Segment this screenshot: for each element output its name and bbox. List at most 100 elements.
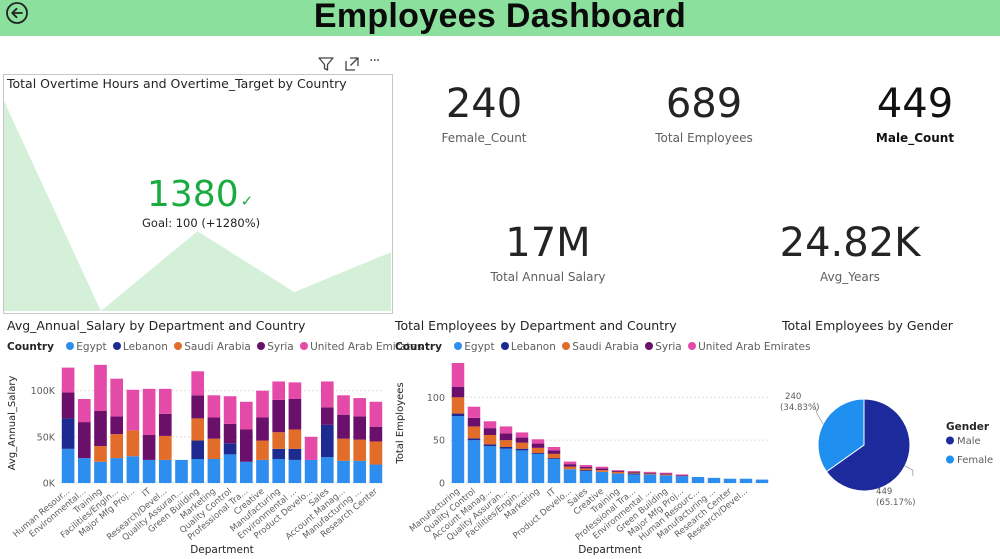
bar-segment	[483, 421, 497, 429]
bar-segment	[483, 446, 497, 483]
bar-segment	[595, 468, 609, 471]
bar-segment	[547, 447, 561, 451]
bar-segment	[595, 470, 609, 472]
legend-item-egypt[interactable]: Egypt	[451, 341, 495, 353]
bar-segment	[110, 458, 124, 483]
bar-segment	[451, 416, 465, 483]
legend-item-lebanon[interactable]: Lebanon	[498, 341, 556, 353]
bar-segment	[451, 363, 465, 387]
bar-segment	[272, 432, 286, 449]
male-count-label: Male_Count	[875, 131, 955, 145]
legend-item-syria[interactable]: Syria	[254, 341, 294, 353]
legend-item-egypt[interactable]: Egypt	[63, 341, 107, 353]
bar-segment	[675, 476, 689, 483]
bar-segment	[627, 471, 641, 473]
bar-segment	[207, 438, 221, 459]
legend-item-uae[interactable]: United Arab Emirates	[685, 341, 810, 353]
pie-data-label: (65.17%)	[876, 498, 915, 508]
bar-segment	[499, 448, 513, 483]
bar-segment	[288, 459, 302, 483]
y-tick-label: 0K	[43, 479, 56, 490]
y-tick-label: 0	[439, 479, 445, 490]
pie-data-label: (34.83%)	[780, 403, 819, 413]
more-options-icon[interactable]: ···	[369, 53, 380, 69]
y-tick-label: 50K	[37, 432, 56, 443]
page-title: Employees Dashboard	[313, 0, 687, 35]
bar-segment	[288, 399, 302, 430]
employees-chart-title: Total Employees by Department and Countr…	[395, 318, 677, 333]
bar-segment	[627, 471, 641, 472]
bar-segment	[515, 442, 529, 449]
bar-segment	[627, 473, 641, 475]
pie-legend-marker	[946, 436, 954, 445]
bar-segment	[353, 398, 367, 417]
y-axis-title: Avg_Annual_Salary	[7, 376, 18, 471]
bar-segment	[272, 381, 286, 400]
bar-segment	[579, 465, 593, 467]
total-annual-salary-value: 17M	[505, 220, 591, 266]
legend-item-uae[interactable]: United Arab Emirates	[297, 341, 422, 353]
legend-item-saudi-arabia[interactable]: Saudi Arabia	[171, 341, 251, 353]
bar-segment	[515, 432, 529, 438]
bar-segment	[158, 388, 172, 414]
bar-segment	[483, 444, 497, 447]
bar-segment	[353, 460, 367, 483]
bar-segment	[483, 435, 497, 445]
bar-segment	[467, 406, 481, 418]
legend-item-syria[interactable]: Syria	[642, 341, 682, 353]
bar-segment	[320, 457, 334, 483]
bar-segment	[126, 430, 140, 457]
bar-segment	[142, 435, 156, 460]
bar-segment	[207, 395, 221, 418]
y-tick-label: 100	[427, 393, 445, 404]
bar-segment	[579, 471, 593, 483]
bar-segment	[239, 401, 253, 430]
bar-segment	[337, 438, 350, 461]
bar-segment	[579, 466, 593, 469]
bar-segment	[337, 395, 350, 415]
legend-item-saudi-arabia[interactable]: Saudi Arabia	[559, 341, 639, 353]
bar-segment	[643, 473, 657, 475]
bar-segment	[739, 478, 753, 483]
bar-segment	[77, 458, 91, 483]
bar-segment	[158, 413, 172, 436]
bar-segment	[579, 470, 593, 471]
bar-segment	[239, 429, 253, 462]
overtime-chart-title: Total Overtime Hours and Overtime_Target…	[7, 76, 347, 91]
bar-segment	[643, 474, 657, 483]
overtime-visual[interactable]	[3, 74, 393, 314]
trend-area	[4, 101, 391, 311]
female-count-label: Female_Count	[441, 131, 527, 145]
bar-segment	[659, 472, 673, 474]
avg-years-value: 24.82K	[779, 220, 921, 266]
pie-legend-label: Male	[957, 436, 981, 447]
employees-chart-legend: Country Egypt Lebanon Saudi Arabia Syria…	[395, 341, 810, 353]
bar-segment	[288, 448, 302, 460]
y-tick-label: 100K	[31, 386, 56, 397]
bar-segment	[191, 395, 205, 419]
bar-segment	[611, 471, 625, 474]
bar-segment	[531, 447, 545, 453]
filter-icon[interactable]	[317, 55, 335, 73]
bar-segment	[207, 459, 221, 483]
bar-segment	[272, 459, 286, 483]
bar-segment	[353, 416, 367, 440]
x-axis-title: Department	[190, 544, 254, 556]
legend-key: Country	[395, 341, 442, 353]
bar-segment	[595, 471, 609, 483]
bar-segment	[223, 454, 237, 483]
focus-mode-icon[interactable]	[343, 55, 361, 73]
bar-segment	[337, 414, 350, 439]
bar-segment	[207, 417, 221, 439]
back-arrow-icon[interactable]	[5, 1, 29, 25]
bar-segment	[304, 436, 318, 460]
bar-segment	[272, 399, 286, 433]
legend-key: Country	[7, 341, 54, 353]
bar-segment	[142, 388, 156, 435]
bar-segment	[175, 459, 188, 483]
bar-segment	[579, 468, 593, 471]
bar-segment	[94, 446, 107, 462]
legend-item-lebanon[interactable]: Lebanon	[110, 341, 168, 353]
